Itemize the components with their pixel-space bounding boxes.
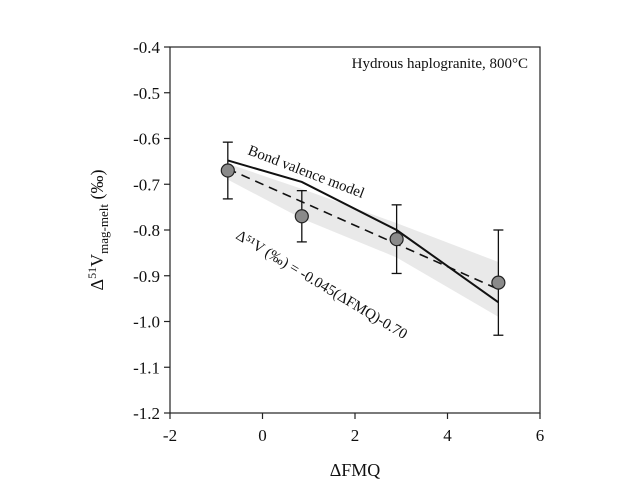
y-tick-label-3: -0.6 [133, 130, 160, 149]
y-axis-title-sub: mag-melt [96, 204, 111, 254]
data-point-4 [491, 275, 506, 290]
y-tick-label-2: -0.5 [133, 84, 160, 103]
y-axis-title-delta: Δ [87, 279, 107, 291]
y-tick-label-4: -0.7 [133, 175, 160, 194]
y-tick-label-7: -1.0 [133, 313, 160, 332]
y-tick-label-5: -0.8 [133, 221, 160, 240]
y-axis-title-unit: (‰) [87, 170, 108, 205]
x-tick-label-2: 0 [258, 426, 267, 445]
y-tick-label-6: -0.9 [133, 267, 160, 286]
y-tick-label-1: -0.4 [133, 38, 160, 57]
y-axis-title-v: V [87, 254, 107, 267]
x-tick-label-3: 2 [351, 426, 360, 445]
x-tick-label-5: 6 [536, 426, 545, 445]
bond-valence-line [227, 159, 499, 304]
confidence-band [227, 163, 499, 317]
y-axis-title: Δ51Vmag-melt (‰) [85, 170, 111, 291]
x-tick-label-1: -2 [163, 426, 177, 445]
y-tick-label-9: -1.2 [133, 404, 160, 423]
y-tick-label-8: -1.1 [133, 358, 160, 377]
data-point-3 [389, 232, 404, 247]
x-tick-label-4: 4 [443, 426, 452, 445]
inset-label: Hydrous haplogranite, 800°C [352, 56, 528, 72]
x-axis-title: ΔFMQ [330, 460, 381, 480]
data-point-2 [294, 209, 309, 224]
y-axis-title-sup: 51 [85, 267, 99, 279]
data-point-1 [220, 163, 235, 178]
